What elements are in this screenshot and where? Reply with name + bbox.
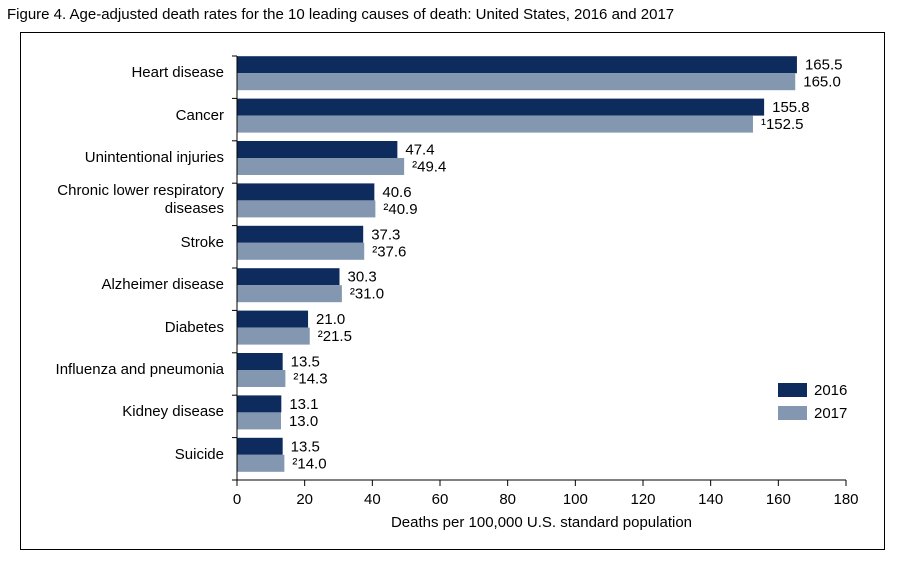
value-label: 165.0 bbox=[803, 74, 841, 91]
category-label: Alzheimer disease bbox=[101, 276, 224, 294]
x-tick-label: 60 bbox=[432, 491, 449, 508]
value-label: 30.3 bbox=[348, 269, 377, 286]
value-label: ¹152.5 bbox=[761, 116, 804, 133]
legend-label: 2017 bbox=[814, 405, 847, 422]
x-tick-label: 100 bbox=[563, 491, 588, 508]
value-label: ²21.5 bbox=[318, 328, 352, 345]
value-label: 13.5 bbox=[291, 353, 320, 370]
legend-swatch bbox=[778, 383, 807, 397]
bar bbox=[237, 437, 283, 455]
category-label: Chronic lower respiratory diseases bbox=[57, 182, 224, 218]
bar bbox=[237, 412, 281, 430]
value-label: 37.3 bbox=[371, 226, 400, 243]
category-label: Cancer bbox=[175, 106, 224, 124]
category-label: Kidney disease bbox=[122, 403, 224, 421]
bar bbox=[237, 242, 365, 260]
bar bbox=[237, 115, 753, 133]
category-label: Influenza and pneumonia bbox=[55, 361, 224, 378]
bar bbox=[237, 98, 765, 116]
category-label: Unintentional injuries bbox=[84, 149, 224, 166]
value-label: 155.8 bbox=[772, 99, 810, 116]
x-tick-label: 180 bbox=[833, 491, 858, 508]
bar bbox=[237, 158, 405, 175]
legend-swatch bbox=[778, 406, 807, 420]
x-tick-label: 140 bbox=[698, 491, 723, 508]
x-tick-label: 80 bbox=[499, 491, 516, 508]
value-label: ²49.4 bbox=[412, 158, 446, 175]
value-label: 165.5 bbox=[805, 57, 843, 74]
x-tick-label: 20 bbox=[296, 491, 313, 508]
value-label: ²40.9 bbox=[383, 201, 417, 218]
value-label: 13.1 bbox=[289, 396, 318, 413]
category-label: Diabetes bbox=[164, 318, 224, 336]
bar bbox=[237, 183, 375, 201]
value-label: 21.0 bbox=[316, 311, 345, 328]
bar bbox=[237, 370, 286, 387]
bar bbox=[237, 310, 309, 328]
value-label: 13.5 bbox=[291, 438, 320, 455]
bar bbox=[237, 285, 342, 303]
bar bbox=[237, 327, 310, 345]
frame bbox=[20, 32, 885, 550]
x-tick-label: 160 bbox=[766, 491, 791, 508]
bar bbox=[237, 73, 796, 91]
value-label: ²37.6 bbox=[372, 243, 406, 260]
value-label: 47.4 bbox=[405, 141, 434, 158]
value-label: ²14.3 bbox=[293, 370, 327, 387]
category-label: Stroke bbox=[180, 233, 224, 251]
value-label: 13.0 bbox=[289, 413, 318, 430]
bar bbox=[237, 56, 797, 74]
bar bbox=[237, 268, 340, 286]
bar bbox=[237, 141, 398, 158]
category-label: Heart disease bbox=[131, 64, 224, 82]
category-label: Suicide bbox=[174, 445, 224, 463]
bar bbox=[237, 353, 283, 370]
bar bbox=[237, 200, 376, 218]
bar bbox=[237, 395, 282, 413]
legend-label: 2016 bbox=[814, 382, 847, 399]
x-tick-label: 40 bbox=[364, 491, 381, 508]
value-label: ²31.0 bbox=[350, 286, 384, 303]
x-tick-label: 120 bbox=[630, 491, 655, 508]
x-axis-label: Deaths per 100,000 U.S. standard populat… bbox=[391, 514, 692, 531]
x-tick-label: 0 bbox=[233, 491, 241, 508]
bar bbox=[237, 454, 285, 472]
value-label: 40.6 bbox=[382, 184, 411, 201]
value-label: ²14.0 bbox=[292, 455, 326, 472]
bar bbox=[237, 225, 364, 243]
chart-title: Figure 4. Age-adjusted death rates for t… bbox=[7, 6, 674, 23]
